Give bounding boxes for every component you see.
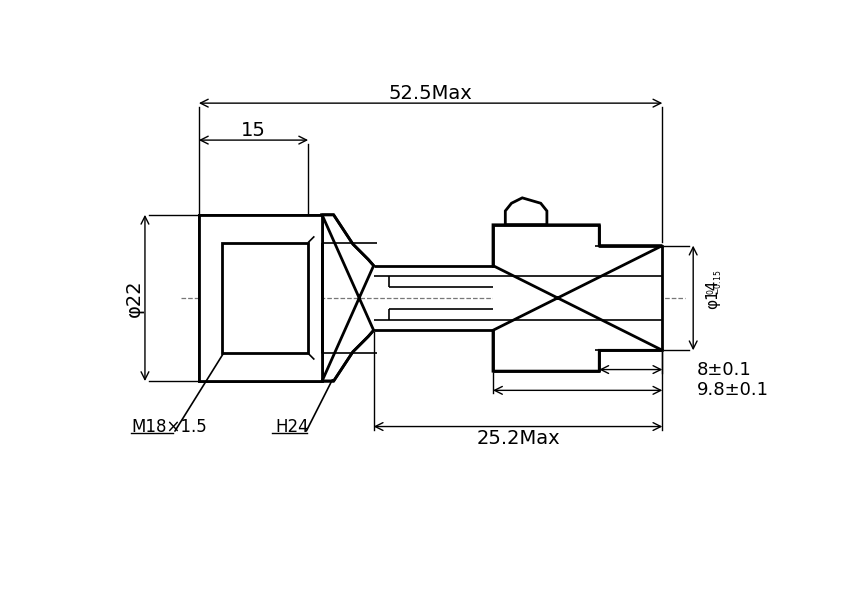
Polygon shape	[374, 266, 493, 276]
Polygon shape	[493, 276, 662, 320]
Polygon shape	[199, 242, 222, 353]
Polygon shape	[222, 242, 308, 353]
Text: φ14: φ14	[706, 280, 721, 309]
Polygon shape	[199, 353, 322, 381]
Text: φ22: φ22	[125, 279, 144, 317]
Text: H24: H24	[276, 418, 309, 437]
Polygon shape	[600, 245, 662, 350]
Text: M18×1.5: M18×1.5	[131, 418, 207, 437]
Polygon shape	[506, 198, 547, 225]
Text: 15: 15	[241, 122, 266, 140]
Text: 8±0.1: 8±0.1	[697, 360, 752, 379]
Text: 9.8±0.1: 9.8±0.1	[697, 381, 769, 399]
Polygon shape	[322, 215, 374, 381]
Polygon shape	[199, 215, 322, 381]
Polygon shape	[374, 320, 493, 330]
Text: $^{0}_{-0.15}$: $^{0}_{-0.15}$	[705, 270, 724, 295]
Polygon shape	[199, 215, 322, 242]
Text: 52.5Max: 52.5Max	[389, 84, 473, 103]
Text: 25.2Max: 25.2Max	[476, 428, 560, 448]
Polygon shape	[493, 225, 662, 371]
